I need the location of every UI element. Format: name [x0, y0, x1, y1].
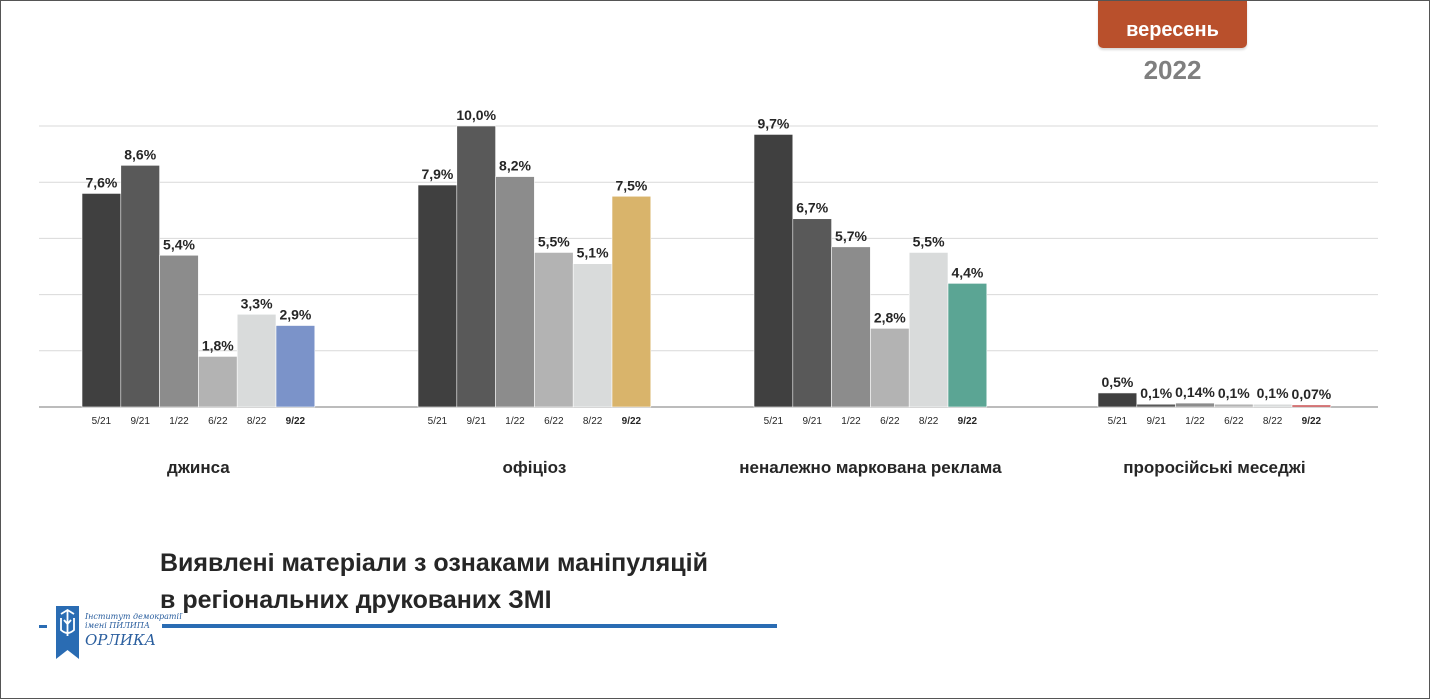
logo-line-3: ОРЛИКА [85, 631, 156, 649]
x-tick-label: 8/22 [247, 416, 267, 427]
slide-title-line-2: в регіональних друкованих ЗМІ [160, 586, 552, 614]
x-tick-label: 9/21 [1146, 416, 1166, 427]
data-label: 5,5% [538, 233, 570, 249]
bar [870, 328, 910, 408]
slide-title-line-1: Виявлені матеріали з ознаками маніпуляці… [160, 549, 708, 577]
logo-line-1: Інститут демократії [85, 612, 182, 621]
data-label: 4,4% [951, 264, 983, 280]
bar [1291, 404, 1332, 408]
data-label: 2,8% [874, 309, 906, 325]
x-tick-label: 5/21 [428, 416, 448, 427]
x-tick-label: 9/21 [130, 416, 150, 427]
x-tick-label: 6/22 [544, 416, 564, 427]
bar [198, 356, 238, 408]
bar [534, 252, 574, 408]
x-tick-label: 8/22 [1263, 416, 1283, 427]
data-label: 0,07% [1292, 386, 1332, 402]
x-tick-label: 8/22 [919, 416, 939, 427]
x-tick-label: 6/22 [880, 416, 900, 427]
data-label: 5,5% [913, 233, 945, 249]
group-label: проросійські меседжі [1123, 458, 1305, 477]
x-tick-label: 1/22 [841, 416, 861, 427]
bar [1175, 402, 1215, 408]
x-tick-label: 5/21 [1108, 416, 1128, 427]
data-label: 9,7% [757, 115, 789, 131]
bar [908, 252, 949, 408]
bar [1214, 403, 1254, 408]
data-label: 8,6% [124, 146, 156, 162]
bar [275, 325, 316, 408]
bar [1252, 403, 1293, 408]
institute-logo-icon [56, 606, 79, 659]
bar [495, 176, 535, 408]
month-badge: вересень [1098, 1, 1247, 48]
x-tick-label: 6/22 [208, 416, 228, 427]
grouped-bar-chart: 7,6% 5/21 8,6% 9/21 5,4% 1/22 1,8% 6/22 3,3% 8/22… [39, 107, 1378, 477]
x-tick-label: 5/21 [764, 416, 784, 427]
x-tick-label: 9/22 [958, 416, 978, 427]
bar [753, 134, 794, 408]
bar [831, 246, 871, 408]
data-label: 0,1% [1140, 385, 1172, 401]
bar [236, 313, 277, 408]
data-label: 0,1% [1257, 385, 1289, 401]
data-label: 5,4% [163, 236, 195, 252]
x-tick-label: 8/22 [583, 416, 603, 427]
data-label: 10,0% [456, 107, 496, 123]
institute-logo-text: Інститут демократії імені ПИЛИПА ОРЛИКА [85, 612, 182, 650]
data-label: 0,14% [1175, 384, 1215, 400]
bar [792, 218, 832, 408]
bar [120, 165, 160, 408]
bar [417, 184, 458, 408]
bar [159, 254, 199, 408]
group-label: офіціоз [503, 458, 567, 477]
title-underline [162, 624, 777, 628]
data-label: 1,8% [202, 337, 234, 353]
data-label: 3,3% [241, 295, 273, 311]
slide-title: Виявлені матеріали з ознаками маніпуляці… [160, 545, 708, 619]
bar [1097, 392, 1138, 408]
x-tick-label: 9/22 [622, 416, 642, 427]
x-tick-label: 1/22 [169, 416, 189, 427]
logo-line-2: імені ПИЛИПА [85, 621, 150, 630]
bar [456, 125, 496, 408]
data-label: 2,9% [279, 307, 311, 323]
x-tick-label: 1/22 [505, 416, 525, 427]
x-tick-label: 9/21 [802, 416, 822, 427]
bar [1136, 403, 1176, 408]
data-label: 7,6% [85, 174, 117, 190]
data-label: 7,9% [421, 166, 453, 182]
x-tick-label: 9/21 [466, 416, 486, 427]
data-label: 5,1% [577, 245, 609, 261]
data-label: 5,7% [835, 228, 867, 244]
bar [81, 193, 122, 408]
data-label: 8,2% [499, 158, 531, 174]
x-tick-label: 1/22 [1185, 416, 1205, 427]
x-tick-label: 6/22 [1224, 416, 1244, 427]
year-label: 2022 [1143, 55, 1202, 85]
data-label: 0,5% [1101, 374, 1133, 390]
data-label: 6,7% [796, 200, 828, 216]
bar [572, 263, 613, 408]
data-label: 0,1% [1218, 385, 1250, 401]
bar [947, 283, 988, 408]
bar [611, 195, 652, 408]
logo-rule [39, 625, 47, 628]
x-tick-label: 9/22 [1302, 416, 1322, 427]
month-badge-label: вересень [1126, 18, 1219, 41]
data-label: 7,5% [615, 177, 647, 193]
group-label: джинса [167, 458, 230, 477]
x-tick-label: 5/21 [92, 416, 112, 427]
x-tick-label: 9/22 [286, 416, 306, 427]
group-label: неналежно маркована реклама [739, 458, 1002, 477]
